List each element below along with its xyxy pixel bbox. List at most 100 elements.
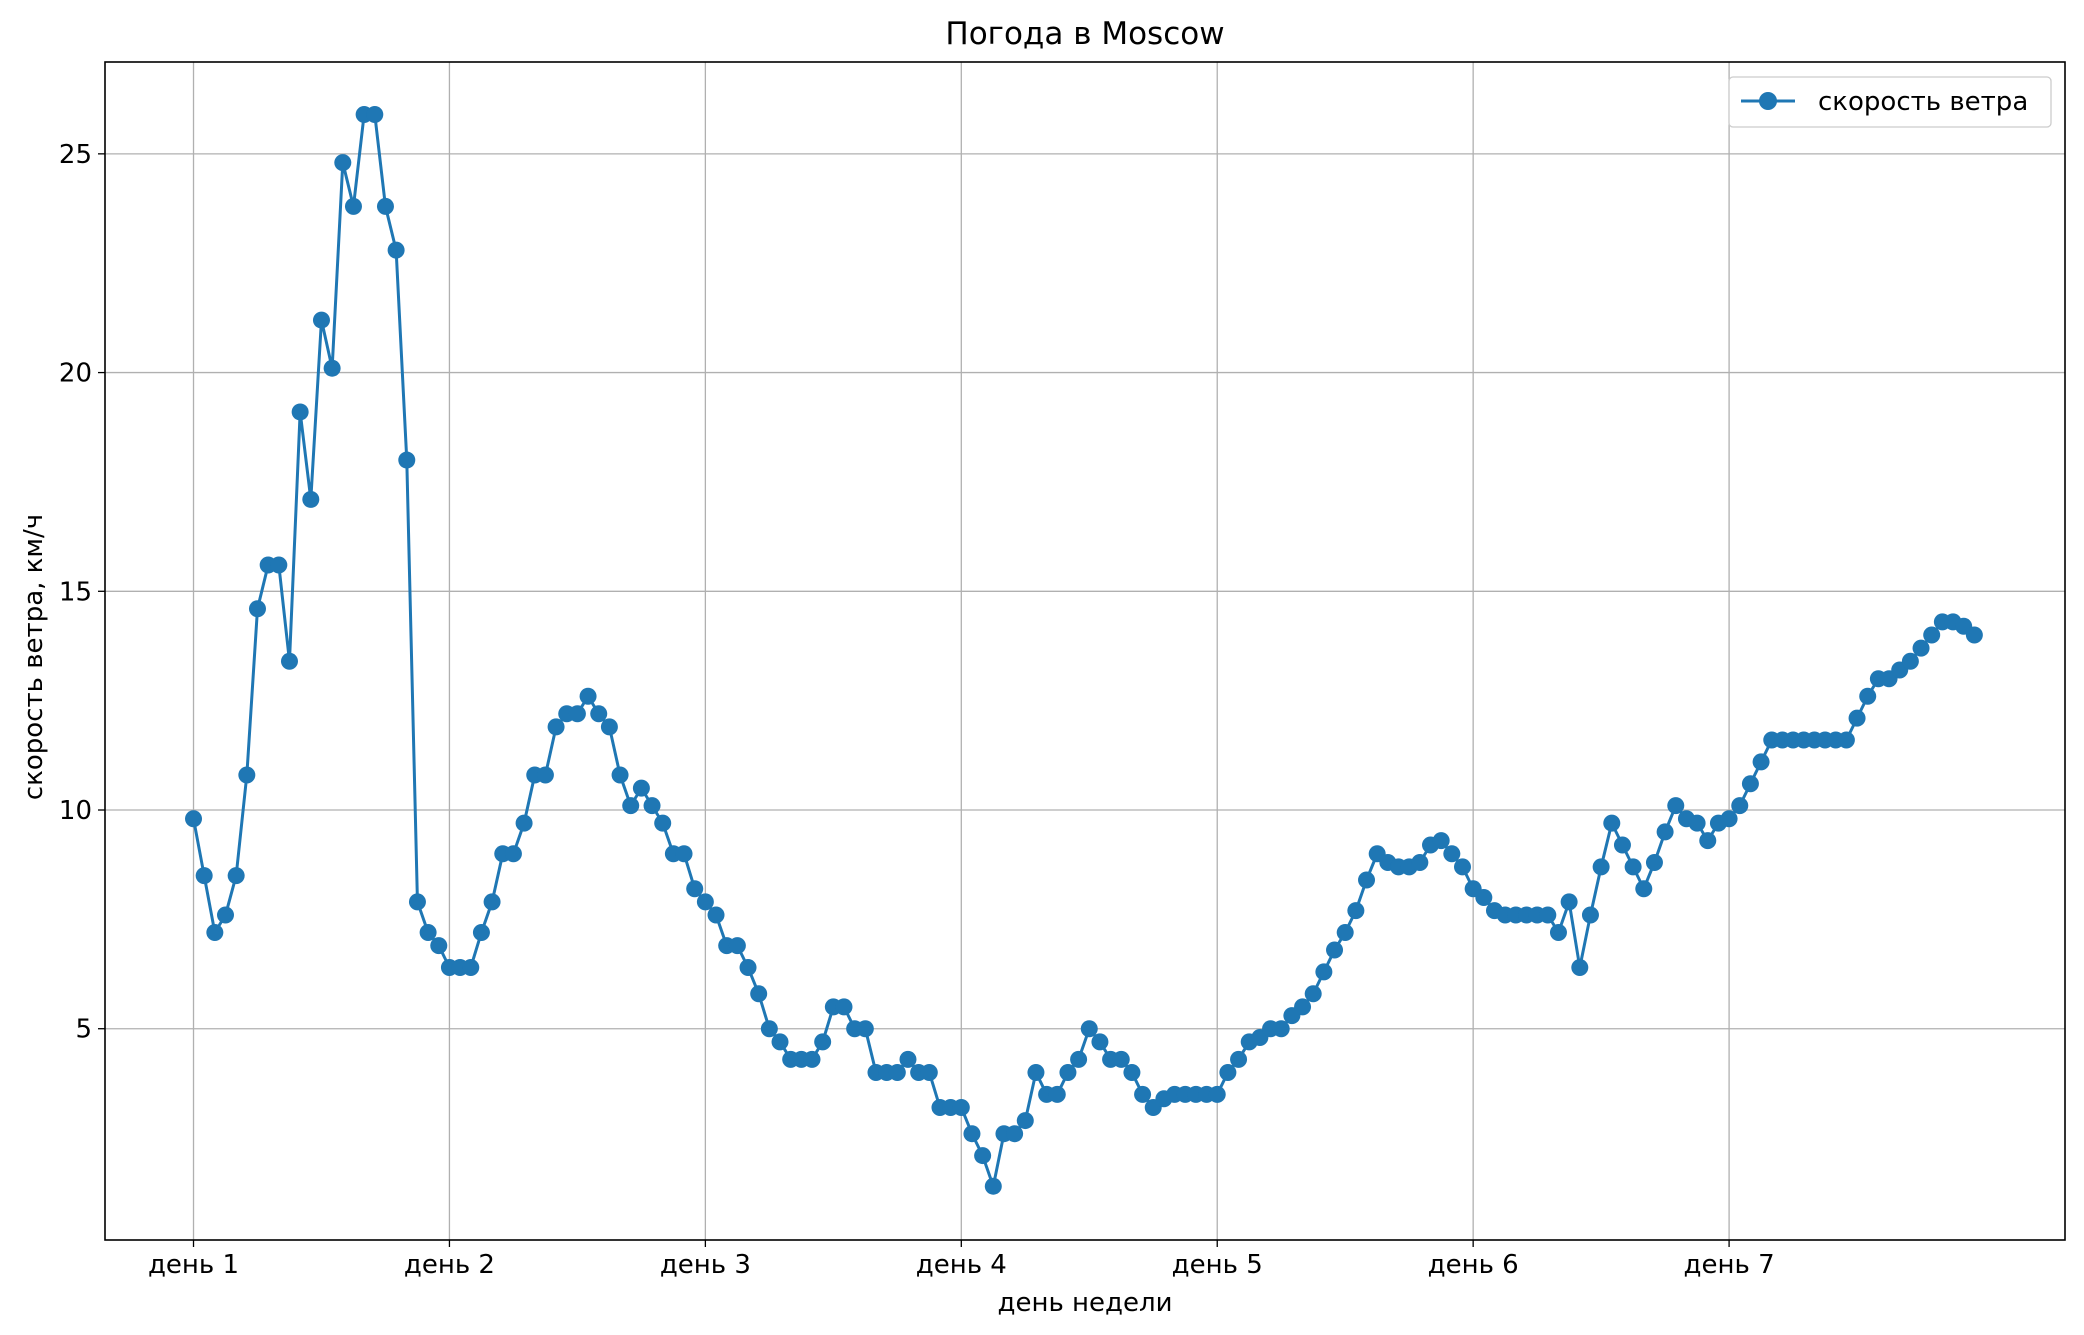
x-tick-label: день 1 [148, 1250, 239, 1280]
data-point [366, 105, 384, 123]
data-point [856, 1020, 874, 1038]
y-tick-label: 5 [75, 1015, 92, 1045]
data-point [472, 923, 490, 941]
data-point [408, 893, 426, 911]
data-point [504, 845, 522, 863]
series-wind-speed [185, 105, 1983, 1195]
data-point [1699, 832, 1717, 850]
data-point [1912, 639, 1930, 657]
chart-title: Погода в Moscow [945, 16, 1224, 52]
data-point [227, 867, 245, 885]
x-tick-label: день 2 [404, 1250, 495, 1280]
data-point [1091, 1033, 1109, 1051]
data-point [1539, 906, 1557, 924]
data-point [1752, 753, 1770, 771]
data-point [590, 705, 608, 723]
y-tick-label: 20 [59, 359, 92, 389]
legend-label: скорость ветра [1818, 87, 2028, 117]
data-point [622, 797, 640, 815]
data-point [1731, 797, 1749, 815]
x-axis-ticks: день 1 день 2 день 3 день 4 день 5 день 6 день… [148, 1240, 1775, 1280]
x-tick-label: день 6 [1428, 1250, 1519, 1280]
data-point [1219, 1063, 1237, 1081]
data-point [1347, 902, 1365, 920]
x-tick-label: день 7 [1684, 1250, 1775, 1280]
legend: скорость ветра [1728, 76, 2052, 128]
data-point [1571, 958, 1589, 976]
data-point [1837, 731, 1855, 749]
data-point [1016, 1112, 1034, 1130]
data-point [1294, 998, 1312, 1016]
data-point [217, 906, 234, 924]
data-point [675, 845, 693, 863]
data-point [387, 241, 405, 259]
data-point [632, 779, 650, 797]
data-point [323, 359, 341, 377]
data-point [1230, 1050, 1248, 1068]
x-tick-label: день 4 [916, 1250, 1007, 1280]
data-point [654, 814, 672, 832]
data-point [1741, 775, 1759, 793]
y-axis-ticks: 5 10 15 20 25 [59, 140, 105, 1045]
data-point [1592, 858, 1610, 876]
data-point [270, 556, 288, 574]
data-point [419, 923, 437, 941]
y-tick-label: 10 [59, 796, 92, 826]
data-point [739, 958, 757, 976]
data-point [579, 687, 597, 705]
data-point [1358, 871, 1376, 889]
data-point [248, 600, 266, 618]
data-point [1581, 906, 1599, 924]
data-point [1603, 814, 1621, 832]
data-point [760, 1020, 778, 1038]
data-point [1315, 963, 1333, 981]
data-point [1454, 858, 1471, 876]
data-point [1560, 893, 1578, 911]
data-point [814, 1033, 832, 1051]
data-point [1443, 845, 1461, 863]
data-point [611, 766, 629, 784]
data-point [686, 880, 704, 898]
data-point [963, 1125, 981, 1143]
data-point [1080, 1020, 1098, 1038]
data-point [430, 937, 448, 955]
data-point [952, 1098, 970, 1116]
data-point [1549, 923, 1567, 941]
data-point [1432, 832, 1450, 850]
data-point [1112, 1050, 1130, 1068]
y-tick-label: 25 [59, 140, 92, 170]
data-point [803, 1050, 821, 1068]
data-point [483, 893, 501, 911]
data-point [376, 197, 394, 215]
legend-box [1728, 76, 2052, 128]
data-point [1048, 1085, 1066, 1103]
data-point [1613, 836, 1631, 854]
data-point [1923, 626, 1941, 644]
data-point [1635, 880, 1653, 898]
data-point [600, 718, 618, 736]
data-point [515, 814, 533, 832]
data-point [312, 311, 330, 329]
data-point [1134, 1085, 1152, 1103]
data-point [344, 197, 362, 215]
data-point [195, 867, 213, 885]
data-point [696, 893, 714, 911]
data-point [1272, 1020, 1290, 1038]
data-point [462, 958, 480, 976]
data-point [185, 810, 203, 828]
data-point [1123, 1063, 1141, 1081]
data-point [1656, 823, 1674, 841]
data-point [974, 1147, 992, 1165]
y-tick-label: 15 [59, 577, 92, 607]
data-point [750, 985, 768, 1003]
data-point [899, 1050, 917, 1068]
data-point [547, 718, 565, 736]
data-point [1688, 814, 1706, 832]
data-point [888, 1063, 906, 1081]
data-point [334, 154, 352, 172]
data-point [291, 403, 309, 421]
data-point [771, 1033, 789, 1051]
data-point [280, 652, 298, 670]
data-point [1059, 1063, 1077, 1081]
data-point [707, 906, 725, 924]
